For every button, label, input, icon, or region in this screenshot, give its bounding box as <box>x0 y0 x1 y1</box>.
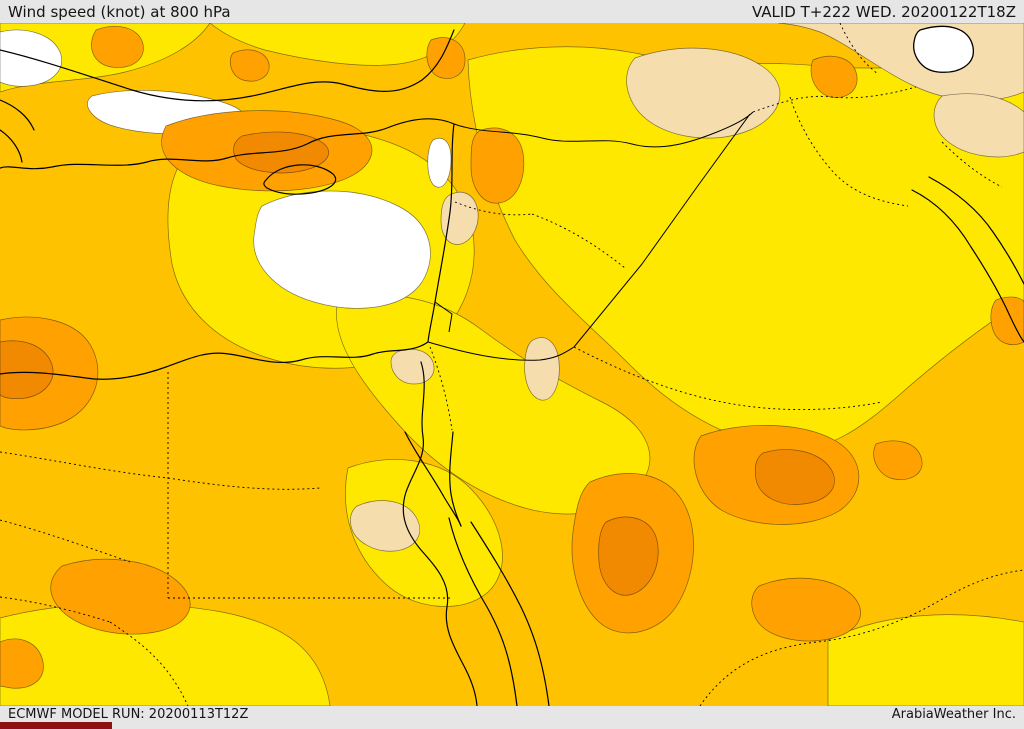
egypt-north-coast <box>0 341 429 380</box>
sudan-interior-border <box>0 596 189 706</box>
border-solid-layer <box>427 111 754 361</box>
model-run-label: ECMWF MODEL RUN: 20200113T12Z <box>8 707 249 722</box>
contour-region <box>0 638 44 689</box>
chad-libya-border <box>0 519 131 563</box>
contour-region <box>350 500 421 552</box>
validity-timestamp: VALID T+222 WED. 20200122T18Z <box>751 2 1016 21</box>
red-sea-east-coast <box>470 521 550 706</box>
contour-region <box>933 93 1024 158</box>
egypt-interior-border <box>167 477 321 490</box>
contour-region <box>91 26 144 68</box>
map-footer-bar: ECMWF MODEL RUN: 20200113T12Z ArabiaWeat… <box>0 706 1024 729</box>
page-title: Wind speed (knot) at 800 hPa <box>8 2 231 21</box>
contour-region <box>524 337 560 401</box>
cyprus-island <box>263 164 337 195</box>
saudi-interior-border <box>573 346 883 411</box>
fill-layer <box>0 23 1024 706</box>
contour-region <box>0 340 54 399</box>
contour-region <box>470 127 525 204</box>
contour-region <box>754 449 835 505</box>
levant-coast <box>427 123 455 343</box>
gulf-of-aqaba <box>449 431 462 527</box>
contour-region <box>427 137 452 188</box>
contour-region <box>345 459 503 607</box>
map-header-bar: Wind speed (knot) at 800 hPa VALID T+222… <box>0 0 1024 23</box>
footer-accent-bar <box>0 722 112 729</box>
black-sea-coast <box>0 29 455 102</box>
red-sea-west-coast <box>448 517 518 706</box>
caspian-sea-coast <box>913 25 974 73</box>
syria-jordan-border <box>454 201 533 216</box>
contour-region <box>50 558 191 635</box>
credit-label: ArabiaWeather Inc. <box>891 707 1016 722</box>
contour-region <box>827 614 1024 706</box>
nile-river <box>402 361 478 706</box>
saudi-yemen-oman-border <box>699 569 1024 706</box>
contour-region <box>626 47 781 139</box>
contour-region <box>810 55 858 98</box>
turkey-syria-border <box>453 111 754 148</box>
aegean-coast <box>0 99 35 163</box>
persian-gulf-east-coast <box>928 176 1024 285</box>
mediterranean-calm-region <box>253 190 431 309</box>
contour-region <box>229 49 270 82</box>
border-dotted-layer <box>0 23 1024 706</box>
contour-region <box>598 516 659 596</box>
turkey-south-coast <box>0 118 455 170</box>
contour-region <box>751 577 861 642</box>
map-canvas <box>0 23 1024 706</box>
persian-gulf-west-coast <box>911 189 1024 343</box>
contour-region <box>990 296 1024 345</box>
contour-region <box>873 440 923 480</box>
contour-region <box>426 37 466 79</box>
contour-region <box>233 131 329 174</box>
turkey-iran-border <box>752 86 917 113</box>
iran-iraq-border <box>789 96 909 207</box>
jordan-border <box>434 301 453 333</box>
coastline-layer <box>0 25 1024 706</box>
saudi-iraq-border <box>427 113 751 361</box>
wind-map <box>0 23 1024 706</box>
caucasus-border <box>839 23 879 75</box>
